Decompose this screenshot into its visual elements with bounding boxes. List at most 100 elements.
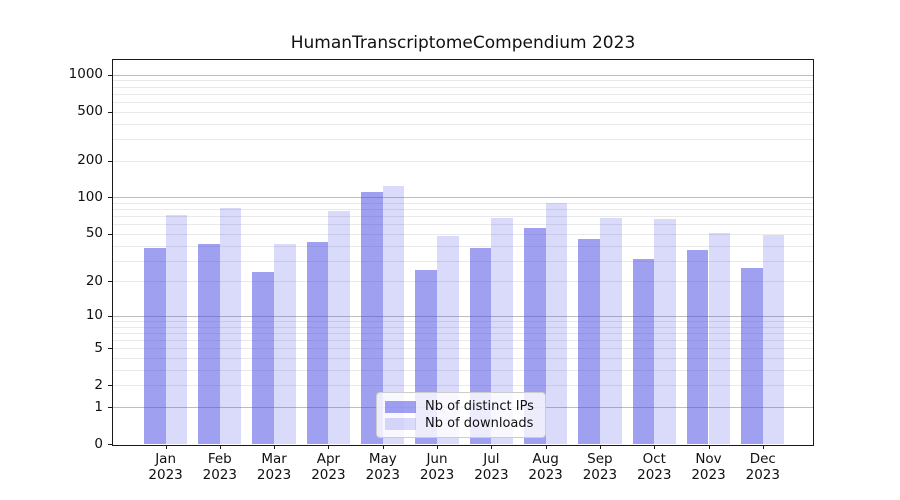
gridline-minor-6 — [113, 340, 813, 341]
gridline-minor-90 — [113, 203, 813, 204]
y-tick-label-0: 0 — [94, 435, 103, 452]
legend: Nb of distinct IPs Nb of downloads — [376, 392, 546, 438]
x-tick-mark-apr — [328, 445, 330, 449]
y-tick-mark-20 — [108, 281, 113, 283]
x-tick-label-jul: Jul 2023 — [474, 451, 509, 483]
bar-downloads-oct — [654, 218, 676, 444]
bar-downloads-sep — [599, 217, 622, 444]
legend-swatch-distinct-ips — [385, 400, 416, 413]
x-tick-label-jan: Jan 2023 — [148, 451, 183, 483]
gridline-major-1000 — [113, 74, 813, 76]
chart-title: HumanTranscriptomeCompendium 2023 — [290, 33, 636, 53]
x-tick-mark-mar — [274, 445, 276, 449]
gridline-minor-500 — [113, 111, 813, 113]
bar-downloads-feb — [219, 207, 242, 444]
gridline-minor-40 — [113, 245, 813, 247]
y-tick-mark-100 — [108, 197, 113, 199]
bar-distinct-ips-jan — [143, 248, 166, 444]
x-tick-mark-dec — [762, 445, 764, 449]
y-tick-label-10: 10 — [85, 307, 103, 324]
bar-downloads-jan — [165, 214, 188, 444]
plot-border — [112, 59, 814, 446]
y-tick-label-20: 20 — [85, 272, 103, 289]
x-tick-label-oct: Oct 2023 — [637, 451, 672, 483]
bar-downloads-jul — [491, 217, 514, 444]
gridline-major-10 — [113, 315, 813, 317]
x-tick-label-jun: Jun 2023 — [419, 451, 455, 483]
legend-item-distinct-ips: Nb of distinct IPs — [385, 398, 537, 415]
x-tick-mark-sep — [599, 445, 601, 449]
x-tick-label-dec: Dec 2023 — [745, 451, 780, 483]
y-tick-label-100: 100 — [77, 188, 103, 205]
legend-swatch-downloads — [385, 417, 416, 430]
y-tick-mark-10 — [108, 315, 113, 317]
bar-downloads-apr — [328, 211, 351, 444]
y-tick-label-1000: 1000 — [68, 66, 103, 83]
gridline-minor-70 — [113, 216, 813, 218]
y-tick-label-1: 1 — [94, 398, 103, 415]
x-tick-label-feb: Feb 2023 — [202, 451, 237, 483]
bar-downloads-dec — [762, 235, 785, 444]
gridline-minor-9 — [113, 321, 813, 322]
gridline-minor-60 — [113, 224, 813, 226]
gridline-minor-900 — [113, 80, 813, 82]
y-tick-label-500: 500 — [77, 103, 103, 120]
x-tick-mark-nov — [708, 445, 710, 449]
bar-distinct-ips-sep — [578, 239, 600, 444]
y-tick-mark-2 — [108, 385, 113, 387]
y-tick-mark-1 — [108, 407, 113, 408]
gridline-minor-800 — [113, 86, 813, 88]
y-tick-mark-50 — [108, 233, 113, 235]
x-tick-label-sep: Sep 2023 — [582, 451, 618, 483]
gridline-minor-600 — [113, 102, 813, 104]
bar-distinct-ips-aug — [523, 228, 546, 444]
x-tick-mark-jul — [491, 445, 493, 449]
gridline-minor-300 — [113, 139, 813, 140]
bar-downloads-mar — [274, 244, 296, 444]
y-tick-label-200: 200 — [77, 152, 103, 169]
y-tick-mark-0 — [108, 444, 113, 445]
gridline-minor-80 — [113, 209, 813, 211]
x-tick-mark-jun — [437, 445, 438, 449]
gridline-minor-50 — [113, 233, 813, 235]
gridline-minor-7 — [113, 332, 813, 334]
bar-distinct-ips-feb — [198, 244, 220, 444]
bar-downloads-may — [382, 186, 405, 444]
x-tick-mark-oct — [654, 445, 656, 449]
x-tick-mark-jan — [165, 445, 167, 449]
gridline-major-100 — [113, 197, 813, 199]
bar-downloads-aug — [545, 203, 568, 444]
gridline-minor-200 — [113, 160, 813, 162]
gridline-minor-8 — [113, 326, 813, 328]
x-tick-mark-aug — [545, 445, 547, 449]
x-tick-mark-may — [382, 445, 384, 449]
gridline-minor-700 — [113, 93, 813, 95]
x-tick-label-apr: Apr 2023 — [311, 451, 346, 483]
legend-label-distinct-ips: Nb of distinct IPs — [425, 399, 534, 414]
gridline-minor-5 — [113, 348, 813, 350]
gridline-minor-2 — [113, 385, 813, 387]
y-tick-mark-200 — [108, 160, 113, 162]
x-tick-label-nov: Nov 2023 — [691, 451, 726, 483]
y-tick-mark-5 — [108, 348, 113, 350]
bar-distinct-ips-apr — [306, 241, 329, 444]
legend-item-downloads: Nb of downloads — [385, 415, 537, 432]
bar-distinct-ips-mar — [252, 272, 275, 444]
bar-distinct-ips-oct — [632, 258, 655, 444]
x-tick-label-mar: Mar 2023 — [256, 451, 292, 483]
x-tick-label-aug: Aug 2023 — [528, 451, 563, 483]
bar-distinct-ips-nov — [686, 249, 709, 444]
bar-distinct-ips-dec — [741, 267, 763, 444]
y-tick-label-2: 2 — [94, 376, 103, 393]
gridline-minor-4 — [113, 358, 813, 359]
bar-downloads-nov — [708, 232, 731, 444]
x-tick-label-may: May 2023 — [365, 451, 400, 483]
y-tick-mark-500 — [108, 111, 113, 113]
legend-label-downloads: Nb of downloads — [425, 416, 534, 431]
gridline-minor-20 — [113, 281, 813, 283]
gridline-minor-3 — [113, 369, 813, 371]
x-tick-mark-feb — [219, 445, 221, 449]
y-tick-mark-1000 — [108, 74, 113, 76]
